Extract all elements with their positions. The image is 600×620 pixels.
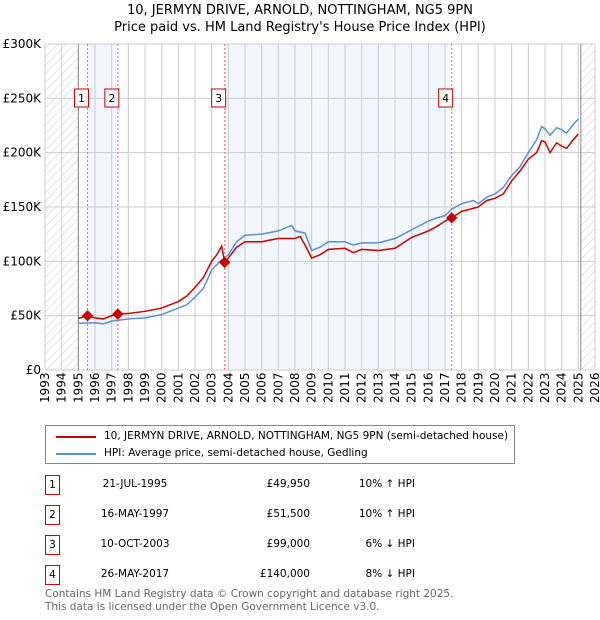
x-tick-label: 2022 — [521, 372, 535, 403]
footer: Contains HM Land Registry data © Crown c… — [45, 588, 453, 614]
y-tick-label: £150K — [3, 200, 43, 214]
y-tick-label: £50K — [10, 309, 42, 323]
y-tick-label: £200K — [3, 146, 43, 160]
x-tick-label: 2018 — [455, 372, 469, 403]
x-tick-label: 2000 — [155, 372, 169, 403]
x-tick-label: 2007 — [271, 372, 285, 403]
legend-property: 10, JERMYN DRIVE, ARNOLD, NOTTINGHAM, NG… — [104, 430, 509, 442]
x-tick-label: 2006 — [255, 372, 269, 403]
x-tick-label: 2021 — [505, 372, 519, 403]
table-row: 2 16-MAY-1997 £51,500 10% ↑ HPI — [45, 505, 445, 525]
legend-red-line — [56, 435, 96, 438]
x-tick-label: 2025 — [571, 372, 585, 403]
table-row: 1 21-JUL-1995 £49,950 10% ↑ HPI — [45, 475, 445, 495]
sale-date: 10-OCT-2003 — [100, 538, 170, 550]
sale-number: 2 — [45, 505, 60, 525]
sale-number: 3 — [45, 535, 60, 555]
x-tick-label: 2012 — [355, 372, 369, 403]
x-tick-label: 2003 — [205, 372, 219, 403]
x-tick-label: 2016 — [421, 372, 435, 403]
x-tick-label: 2011 — [338, 372, 352, 403]
x-tick-label: 1998 — [121, 372, 135, 403]
x-tick-label: 2015 — [405, 372, 419, 403]
x-tick-label: 2001 — [171, 372, 185, 403]
y-tick-label: £100K — [3, 254, 43, 268]
x-tick-label: 1993 — [38, 372, 52, 403]
sale-number: 1 — [45, 475, 60, 495]
legend-hpi: HPI: Average price, semi-detached house,… — [104, 447, 368, 459]
sale-label-box — [438, 88, 454, 108]
footer-line1: Contains HM Land Registry data © Crown c… — [45, 588, 454, 600]
y-tick-label: £250K — [3, 91, 43, 105]
sale-price: £140,000 — [259, 568, 310, 580]
x-tick-label: 2024 — [555, 372, 569, 403]
x-tick-label: 2004 — [221, 372, 235, 403]
x-tick-label: 2002 — [188, 372, 202, 403]
x-tick-label: 1996 — [88, 372, 102, 403]
x-tick-label: 1999 — [138, 372, 152, 403]
sale-label-box — [74, 88, 89, 108]
sale-hpi-diff: 6% ↓ HPI — [365, 538, 415, 550]
legend: 10, JERMYN DRIVE, ARNOLD, NOTTINGHAM, NG… — [45, 425, 515, 464]
x-tick-label: 1997 — [105, 372, 119, 403]
x-tick-label: 2019 — [471, 372, 485, 403]
series-line — [78, 118, 579, 325]
x-tick-label: 2013 — [371, 372, 385, 403]
x-tick-label: 1994 — [55, 372, 69, 403]
chart-subtitle: Price paid vs. HM Land Registry's House … — [114, 20, 486, 35]
y-tick-label: £300K — [3, 37, 43, 51]
table-row: 3 10-OCT-2003 £99,000 6% ↓ HPI — [45, 535, 445, 555]
sale-label: 2 — [108, 92, 115, 105]
x-tick-label: 1995 — [71, 372, 85, 403]
y-tick-label: £0 — [26, 363, 41, 377]
legend-blue-line — [56, 452, 96, 455]
series-line — [78, 133, 579, 320]
sale-date: 21-JUL-1995 — [102, 478, 168, 490]
x-tick-label: 2017 — [438, 372, 452, 403]
sale-price: £49,950 — [266, 478, 310, 490]
sale-label-box — [104, 88, 120, 108]
sale-hpi-diff: 10% ↑ HPI — [358, 508, 415, 520]
sale-date: 16-MAY-1997 — [100, 508, 170, 520]
price-chart: 1993 1994 1995 1996 1997 1998 1999 2000 2001 2002… — [3, 37, 600, 403]
x-tick-label: 2009 — [305, 372, 319, 403]
x-tick-label: 2023 — [538, 372, 552, 403]
sale-price: £99,000 — [266, 538, 310, 550]
footer-line2: This data is licensed under the Open Gov… — [45, 601, 380, 613]
sale-hpi-diff: 8% ↓ HPI — [365, 568, 415, 580]
sale-label-box — [211, 88, 227, 108]
x-tick-label: 2005 — [238, 372, 252, 403]
sale-hpi-diff: 10% ↑ HPI — [358, 478, 415, 490]
x-tick-label: 2008 — [288, 372, 302, 403]
sale-label: 1 — [78, 92, 85, 105]
table-row: 4 26-MAY-2017 £140,000 8% ↓ HPI — [45, 565, 445, 585]
sale-date: 26-MAY-2017 — [100, 568, 170, 580]
sale-point — [446, 212, 458, 224]
chart-title: 10, JERMYN DRIVE, ARNOLD, NOTTINGHAM, NG… — [127, 3, 473, 18]
x-tick-label: 2020 — [488, 372, 502, 403]
x-tick-label: 2014 — [388, 372, 402, 403]
sale-label: 4 — [442, 92, 449, 105]
sale-point — [219, 256, 231, 269]
sale-price: £51,500 — [266, 508, 310, 520]
x-tick-label: 2026 — [588, 372, 600, 403]
sale-label: 3 — [215, 92, 222, 105]
x-tick-label: 2010 — [321, 372, 335, 403]
sale-number: 4 — [45, 565, 60, 585]
